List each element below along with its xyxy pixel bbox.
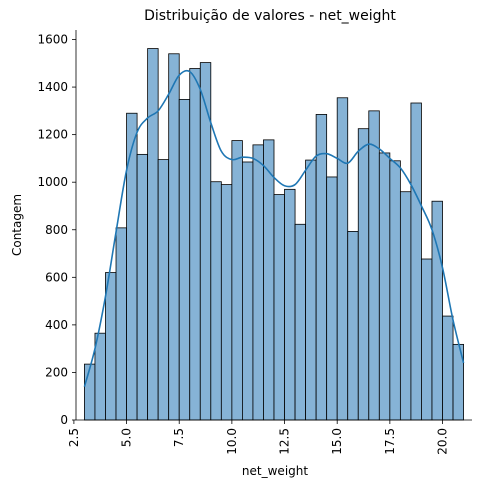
chart-title: Distribuição de valores - net_weight [144,8,396,24]
y-axis-ticks: 0 200 400 600 800 1000 1200 1400 1600 [37,33,76,427]
y-tick-label: 200 [45,365,68,379]
x-tick-label: 7.5 [172,428,186,447]
histogram-bar [421,259,432,420]
y-tick-label: 1600 [37,33,68,47]
y-tick-label: 800 [45,223,68,237]
histogram-bar [242,162,253,420]
x-tick-label: 5.0 [120,428,134,447]
histogram-bar [295,224,306,420]
histogram-bar [169,54,180,420]
histogram-bar [390,161,401,420]
histogram-bar [95,333,106,420]
histogram-bar [358,129,369,420]
histogram-bar [148,49,159,420]
histogram-bar [84,364,95,420]
y-tick-label: 600 [45,270,68,284]
histogram-bar [127,113,138,420]
histogram-bar [316,114,327,420]
histogram-bar [337,98,348,420]
y-tick-label: 1400 [37,80,68,94]
y-tick-label: 400 [45,318,68,332]
histogram-bar [285,189,296,420]
histogram-bar [263,140,274,420]
histogram-bar [411,103,422,420]
histogram-bar [306,160,317,420]
x-tick-label: 17.5 [383,428,397,455]
x-tick-label: 15.0 [330,428,344,455]
histogram-bar [179,99,190,420]
histogram-bar [369,111,380,420]
histogram-bar [232,141,243,420]
histogram-bar [137,154,148,420]
histogram-bar [105,273,116,420]
y-axis-label: Contagem [10,194,24,256]
histogram-bar [400,192,411,420]
histogram-bar [190,69,201,420]
histogram-bar [211,182,222,420]
histogram-bars [84,49,463,420]
histogram-bar [116,228,127,420]
histogram-bar [443,316,454,420]
histogram-bar [327,177,338,420]
histogram-bar [274,195,285,420]
x-tick-label: 10.0 [225,428,239,455]
x-axis-label: net_weight [242,464,308,478]
x-tick-label: 12.5 [278,428,292,455]
y-tick-label: 0 [60,413,68,427]
histogram-bar [348,231,359,420]
x-tick-label: 20.0 [436,428,450,455]
x-axis-ticks: 2.5 5.0 7.5 10.0 12.5 15.0 17.5 20.0 [67,420,450,455]
x-tick-label: 2.5 [67,428,81,447]
histogram-bar [253,145,264,420]
y-tick-label: 1200 [37,128,68,142]
y-tick-label: 1000 [37,175,68,189]
histogram-bar [158,160,169,420]
histogram-bar [379,153,390,420]
histogram-bar [221,185,232,420]
